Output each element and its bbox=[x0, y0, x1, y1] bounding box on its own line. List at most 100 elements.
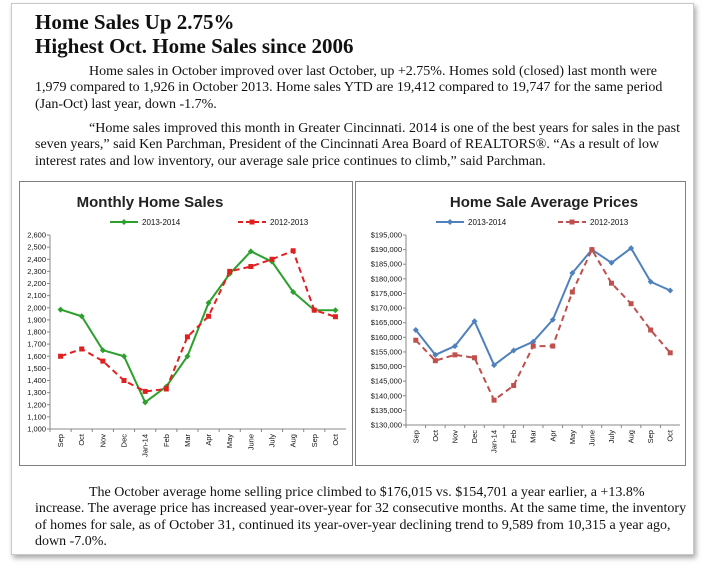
y-tick-label: 2,500 bbox=[27, 243, 46, 252]
x-tick-label: Nov bbox=[450, 430, 459, 444]
y-tick-label: $175,000 bbox=[371, 289, 402, 298]
data-point bbox=[121, 353, 127, 360]
data-point bbox=[471, 318, 478, 325]
average-prices-chart: Home Sale Average Prices $130,000 $135,000… bbox=[355, 181, 686, 466]
data-point bbox=[569, 270, 576, 276]
data-point bbox=[78, 313, 85, 320]
y-tick-label: $145,000 bbox=[371, 377, 402, 386]
y-tick-label: 2,300 bbox=[27, 267, 46, 276]
data-point bbox=[184, 353, 191, 360]
paragraph-quote: “Home sales improved this month in Great… bbox=[35, 121, 680, 169]
x-tick-label: Sep bbox=[56, 434, 65, 447]
data-point bbox=[57, 306, 64, 313]
legend-marker bbox=[249, 219, 255, 225]
data-point bbox=[511, 383, 517, 389]
x-tick-label: Sep bbox=[646, 430, 655, 443]
data-point bbox=[628, 301, 634, 307]
x-tick-label: Feb bbox=[509, 430, 518, 443]
y-tick-label: 1,300 bbox=[27, 388, 46, 397]
y-tick-label: 1,900 bbox=[27, 315, 46, 324]
x-tick-label: Apr bbox=[204, 433, 213, 445]
legend-label: 2012-2013 bbox=[270, 218, 309, 227]
series-line bbox=[60, 250, 336, 404]
y-tick-label: $180,000 bbox=[371, 274, 402, 283]
data-point bbox=[332, 314, 338, 320]
data-point bbox=[248, 264, 254, 270]
y-tick-label: 2,200 bbox=[27, 279, 46, 288]
x-tick-label: Jan-14 bbox=[490, 430, 499, 453]
data-point bbox=[99, 347, 106, 354]
data-point bbox=[290, 288, 297, 295]
data-point bbox=[142, 399, 149, 406]
y-tick-label: $170,000 bbox=[371, 304, 402, 313]
y-tick-label: 1,600 bbox=[27, 352, 46, 361]
data-point bbox=[58, 353, 64, 359]
data-point bbox=[608, 259, 615, 266]
legend-label: 2013-2014 bbox=[142, 218, 181, 227]
legend-marker bbox=[569, 219, 575, 225]
data-point bbox=[311, 307, 317, 313]
x-tick-label: Nov bbox=[98, 434, 107, 448]
data-point bbox=[432, 351, 439, 358]
x-tick-label: Sep bbox=[411, 430, 420, 443]
x-tick-label: July bbox=[268, 434, 277, 448]
data-point bbox=[290, 248, 296, 254]
monthly-home-sales-chart: Monthly Home Sales 1,000 1,100 1,200 1,300 1,… bbox=[19, 181, 353, 466]
data-point bbox=[472, 355, 477, 361]
x-tick-label: Jan-14 bbox=[141, 434, 150, 457]
data-point bbox=[589, 247, 595, 253]
data-point bbox=[451, 343, 458, 350]
y-tick-label: $185,000 bbox=[371, 260, 402, 269]
data-point bbox=[227, 268, 233, 274]
y-tick-label: 1,000 bbox=[27, 425, 46, 434]
y-tick-label: 1,400 bbox=[27, 376, 46, 385]
data-point bbox=[412, 327, 419, 333]
x-tick-label: Oct bbox=[77, 433, 86, 446]
legend-label: 2012-2013 bbox=[590, 218, 629, 227]
series-line bbox=[60, 249, 336, 393]
x-tick-label: Mar bbox=[529, 430, 538, 443]
y-tick-label: 1,700 bbox=[27, 340, 46, 349]
paragraph-sales: Home sales in October improved over last… bbox=[35, 64, 663, 112]
series-line bbox=[415, 247, 671, 402]
headline-line-1: Home Sales Up 2.75% bbox=[35, 10, 235, 34]
x-tick-label: July bbox=[607, 430, 616, 444]
x-tick-label: Aug bbox=[627, 430, 636, 443]
paragraph-prices: The October average home selling price c… bbox=[35, 485, 687, 550]
y-tick-label: 1,800 bbox=[27, 328, 46, 337]
y-tick-label: $195,000 bbox=[371, 231, 402, 240]
y-tick-label: 1,100 bbox=[27, 412, 46, 421]
x-tick-label: June bbox=[246, 434, 255, 450]
data-point bbox=[184, 334, 190, 340]
y-tick-label: 2,000 bbox=[27, 303, 46, 312]
data-point bbox=[648, 327, 654, 333]
data-point bbox=[530, 343, 536, 349]
y-tick-label: $130,000 bbox=[371, 421, 402, 430]
chart-title: Home Sale Average Prices bbox=[450, 194, 638, 211]
data-point bbox=[100, 358, 106, 364]
y-tick-label: 1,200 bbox=[27, 400, 46, 409]
chart-title: Monthly Home Sales bbox=[77, 194, 224, 211]
data-point bbox=[142, 388, 148, 394]
x-tick-label: Dec bbox=[120, 434, 129, 448]
data-point bbox=[247, 248, 254, 255]
data-point bbox=[491, 397, 497, 403]
x-tick-label: Oct bbox=[331, 433, 340, 446]
data-point bbox=[667, 287, 674, 294]
data-point bbox=[549, 316, 556, 323]
data-point bbox=[269, 256, 275, 262]
data-point bbox=[530, 338, 537, 345]
y-tick-label: 2,400 bbox=[27, 255, 46, 264]
data-point bbox=[121, 378, 127, 383]
data-point bbox=[647, 278, 654, 285]
data-point bbox=[413, 337, 419, 343]
data-point bbox=[452, 352, 458, 358]
data-point bbox=[432, 358, 438, 364]
x-tick-label: Dec bbox=[470, 430, 479, 444]
data-point bbox=[491, 362, 498, 369]
x-tick-label: Sep bbox=[310, 434, 319, 447]
data-point bbox=[550, 343, 556, 349]
y-tick-label: 1,500 bbox=[27, 364, 46, 373]
data-point bbox=[609, 280, 614, 286]
y-tick-label: $155,000 bbox=[371, 347, 402, 356]
